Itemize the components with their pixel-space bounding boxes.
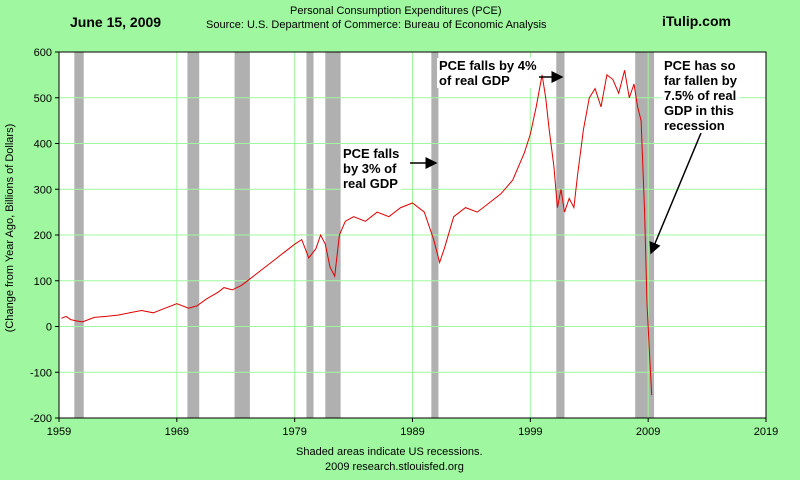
ytick-label-500: 500: [34, 93, 52, 105]
ytick-label-0: 0: [46, 322, 52, 334]
annotation-pce-falls-3: PCE falls by 3% of real GDP: [341, 146, 402, 191]
series-line-0: [61, 70, 653, 396]
ytick-label--100: -100: [30, 367, 52, 379]
ytick-label-600: 600: [34, 47, 52, 59]
xtick-label-1979: 1979: [282, 426, 306, 438]
xtick-label-1969: 1969: [165, 426, 189, 438]
xtick-label-2019: 2019: [754, 426, 778, 438]
date-label: June 15, 2009: [70, 14, 162, 30]
xtick-label-1989: 1989: [400, 426, 424, 438]
ytick-label-400: 400: [34, 139, 52, 151]
tick-labels: -200 -100 0 100 200 300 400 500 600 1959 1969 1979 1…: [30, 47, 778, 438]
ytick-label--200: -200: [30, 413, 52, 425]
ytick-label-200: 200: [34, 230, 52, 242]
arrow-pce-falls-7-5: [649, 132, 702, 255]
annotation-pce-falls-4: PCE falls by 4% of real GDP: [437, 58, 539, 88]
brand-label: iTulip.com: [662, 13, 731, 29]
ytick-label-300: 300: [34, 184, 52, 196]
annotation-pce-falls-7-5: PCE has so far fallen by 7.5% of real GD…: [662, 58, 739, 133]
ytick-label-100: 100: [34, 276, 52, 288]
xtick-label-1999: 1999: [518, 426, 542, 438]
axes: [55, 51, 767, 422]
footer-note: Shaded areas indicate US recessions.: [296, 446, 483, 458]
xtick-label-2009: 2009: [636, 426, 660, 438]
source-label: Source: U.S. Department of Commerce: Bur…: [206, 19, 547, 31]
chart-title: Personal Consumption Expenditures (PCE): [290, 5, 502, 17]
y-axis-label: (Change from Year Ago, Billions of Dolla…: [4, 124, 16, 333]
footer-credit: 2009 research.stlouisfed.org: [325, 461, 464, 473]
pce-series: [61, 70, 653, 396]
xtick-label-1959: 1959: [47, 426, 71, 438]
